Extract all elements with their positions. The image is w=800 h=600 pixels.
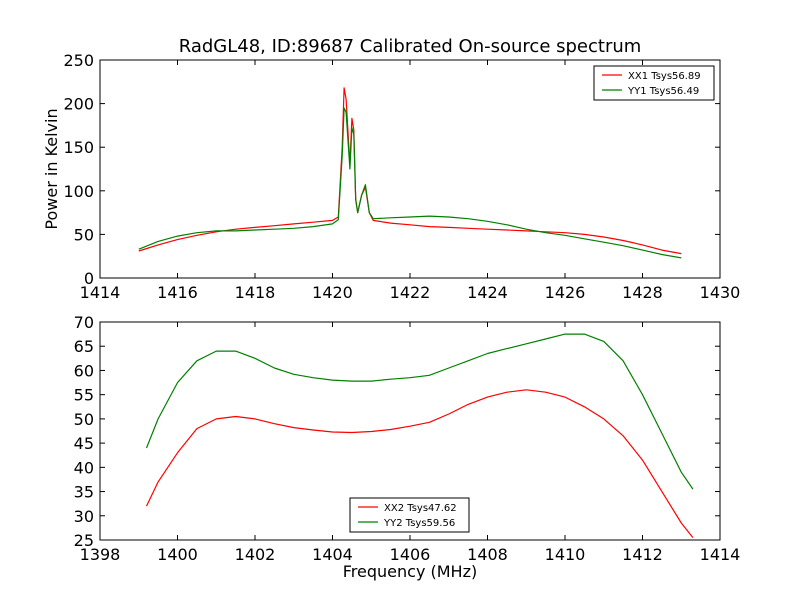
x-tick-label: 1430 [700,283,741,302]
y-tick-label: 0 [84,269,94,288]
x-tick-label: 1414 [700,545,741,564]
x-tick-label: 1398 [80,545,121,564]
x-tick-label: 1424 [467,283,508,302]
y-tick-label: 50 [74,225,94,244]
figure-title: RadGL48, ID:89687 Calibrated On-source s… [179,36,642,57]
x-tick-label: 1414 [80,283,121,302]
y-tick-label: 45 [74,434,94,453]
x-tick-label: 1428 [622,283,663,302]
legend-label: YY1 Tsys56.49 [627,86,699,97]
x-tick-label: 1422 [390,283,431,302]
y-tick-label: 100 [63,182,94,201]
legend-box [593,65,715,101]
y-tick-label: 35 [74,483,94,502]
x-tick-label: 1410 [545,545,586,564]
y-tick-label: 55 [74,386,94,405]
bottom-spectrum-plot: 1398 1400 1402 1404 1406 1408 1410 1412 1414 25 30… [74,313,741,581]
legend-label: XX1 Tsys56.89 [628,71,701,82]
y-tick-label: 60 [74,361,94,380]
legend-label: XX2 Tsys47.62 [384,503,457,514]
series-line-2-2 [145,333,694,490]
x-tick-label: 1416 [157,283,198,302]
legend-box [349,497,470,533]
x-tick-label: 1412 [622,545,663,564]
x-tick-label: 1408 [467,545,508,564]
y-tick-label: 50 [74,410,94,429]
x-tick-label: 1406 [390,545,431,564]
y-tick-label: 25 [74,531,94,550]
x-tick-label: 1400 [157,545,198,564]
y-tick-label: 40 [74,458,94,477]
y-tick-label: 70 [74,313,94,332]
y-tick-label: 250 [63,51,94,70]
x-axis-label: Frequency (MHz) [343,562,477,581]
y-tick-label: 30 [74,507,94,526]
series-line-2-1 [145,389,694,538]
series-line-1-2 [138,107,682,259]
y-tick-label: 65 [74,337,94,356]
legend-label: YY2 Tsys59.56 [383,518,455,529]
x-tick-label: 1402 [235,545,276,564]
x-tick-label: 1420 [312,283,353,302]
y-tick-label: 150 [63,138,94,157]
x-tick-label: 1404 [312,545,353,564]
y-tick-label: 200 [63,95,94,114]
y-axis-label: Power in Kelvin [42,108,61,229]
x-tick-label: 1418 [235,283,276,302]
top-spectrum-plot: 1414 1416 1418 1420 1422 1424 1426 1428 1430 0 50 1… [42,51,740,302]
x-tick-label: 1426 [545,283,586,302]
